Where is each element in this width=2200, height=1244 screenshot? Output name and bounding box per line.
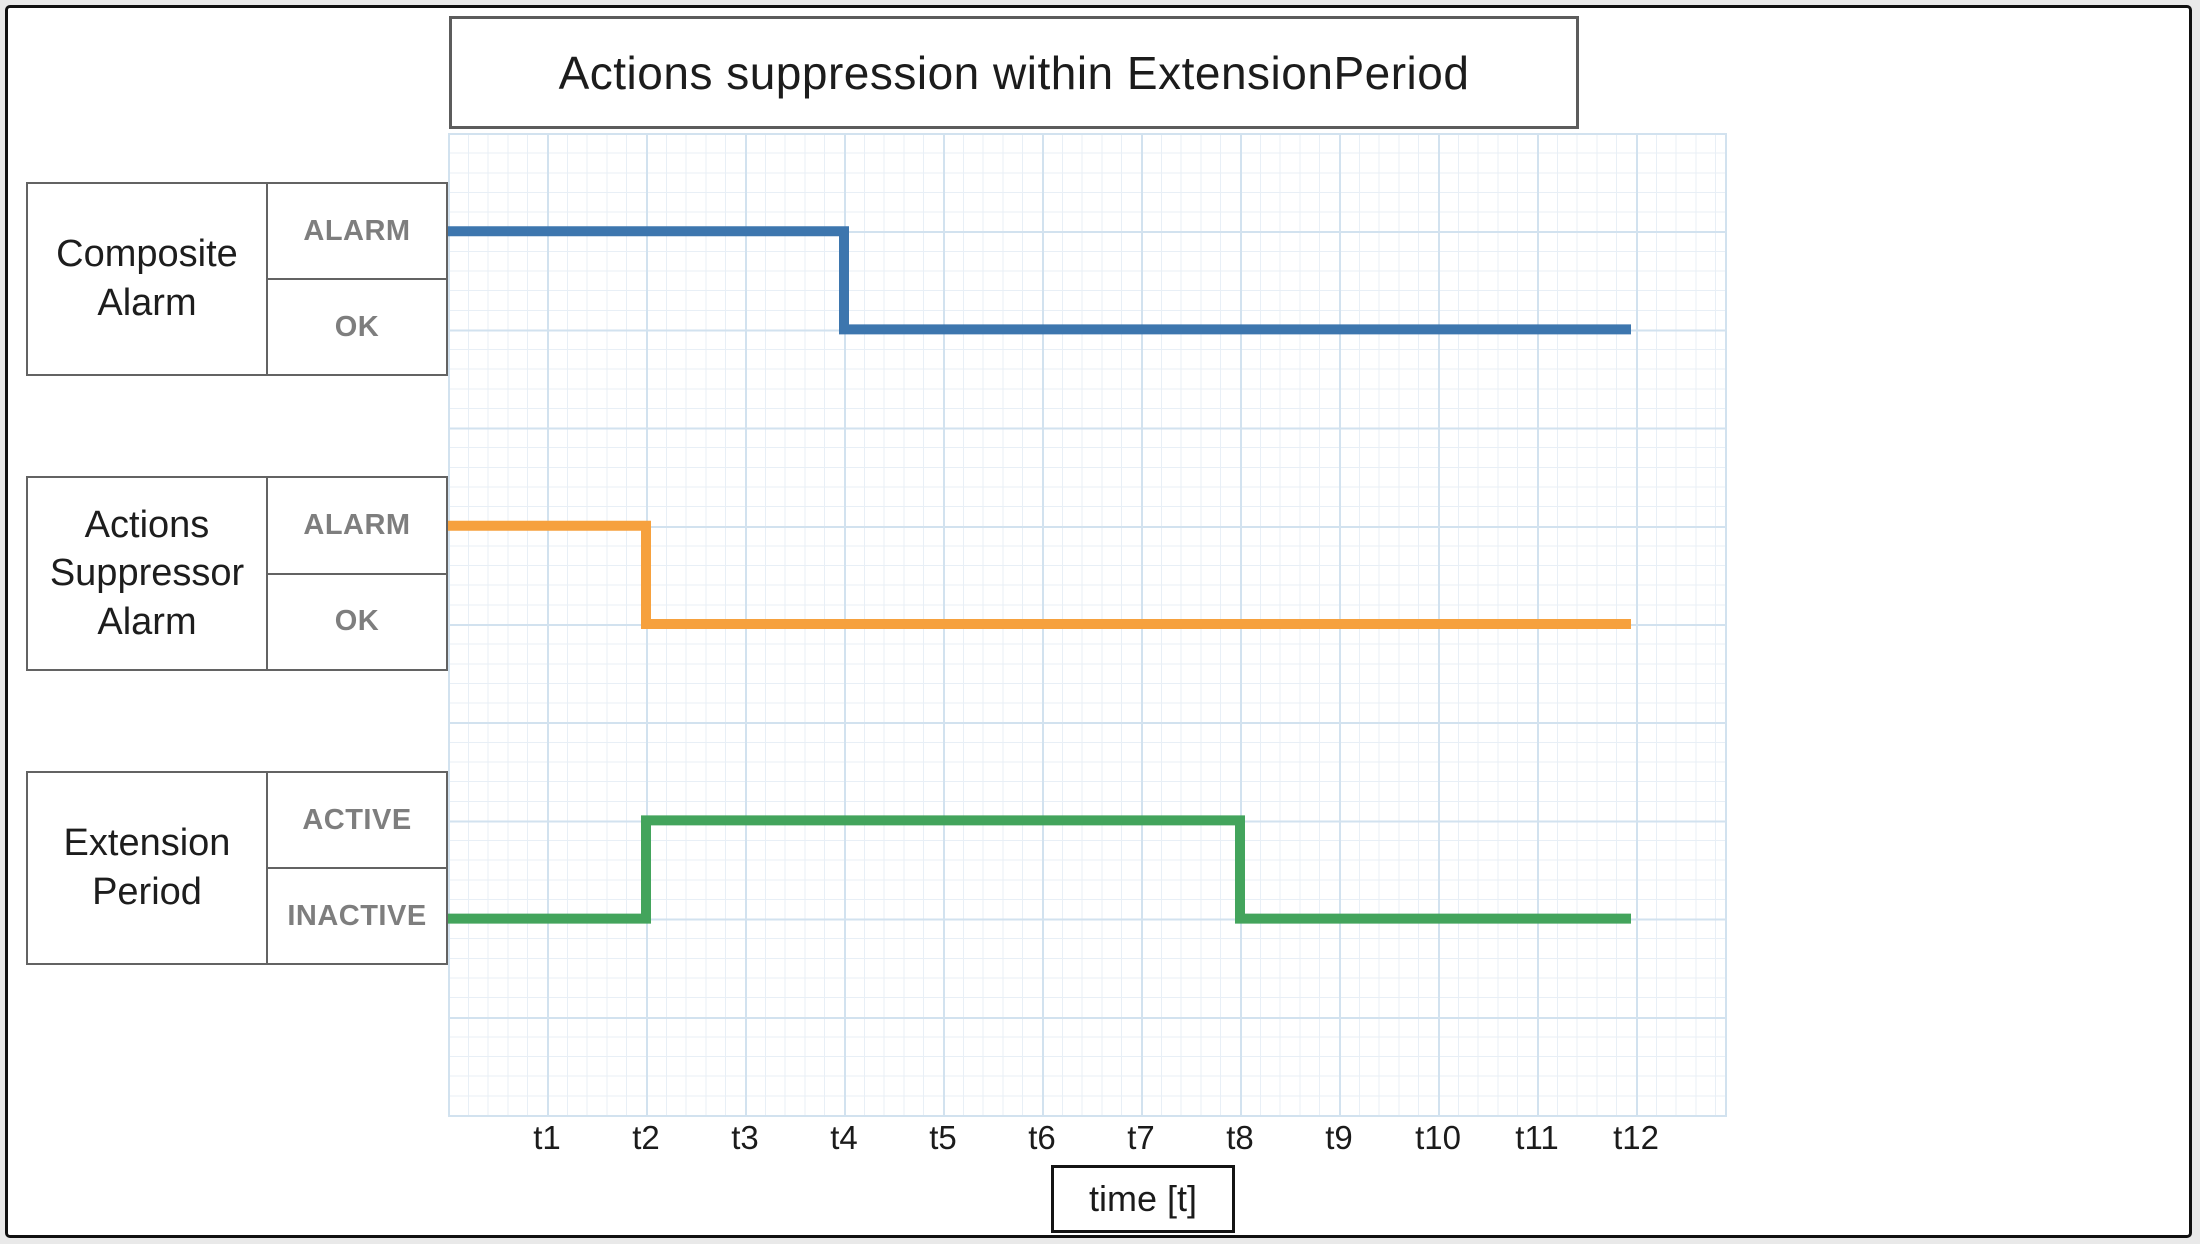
series-name-extension-period: Extension Period: [28, 773, 268, 963]
state-column: ALARM OK: [268, 478, 446, 669]
series-line-composite-alarm: [448, 226, 1631, 335]
plot-area: [448, 133, 1727, 1117]
series-name-composite-alarm: Composite Alarm: [28, 184, 268, 374]
chart-title: Actions suppression within ExtensionPeri…: [558, 46, 1470, 99]
signal-lines-layer: [448, 226, 1631, 924]
state-label-alarm: ALARM: [268, 184, 446, 280]
legend-extension-period: Extension Period ACTIVE INACTIVE: [26, 771, 448, 965]
state-label-alarm: ALARM: [268, 478, 446, 575]
x-tick-t3: t3: [731, 1119, 759, 1156]
state-label-ok: OK: [334, 605, 380, 638]
series-line-extension-period: [448, 815, 1631, 924]
x-tick-t6: t6: [1028, 1119, 1056, 1156]
x-axis-label-box: time [t]: [1051, 1165, 1235, 1233]
x-tick-t4: t4: [830, 1119, 858, 1156]
x-tick-t11: t11: [1515, 1119, 1559, 1156]
x-tick-t5: t5: [929, 1119, 957, 1156]
x-axis-label: time [t]: [1088, 1178, 1198, 1219]
x-tick-t2: t2: [632, 1119, 660, 1156]
series-line-actions-suppressor-alarm: [448, 520, 1631, 629]
x-tick-t7: t7: [1127, 1119, 1155, 1156]
series-name-actions-suppressor-alarm: Actions Suppressor Alarm: [28, 478, 268, 669]
state-label-ok: OK: [334, 310, 380, 343]
x-tick-t9: t9: [1325, 1119, 1353, 1156]
x-tick-t12: t12: [1613, 1119, 1659, 1156]
chart-title-box: Actions suppression within ExtensionPeri…: [449, 16, 1579, 129]
x-tick-t10: t10: [1415, 1119, 1461, 1156]
diagram-canvas: Actions suppression within ExtensionPeri…: [5, 5, 2192, 1238]
state-label-active: ACTIVE: [268, 773, 446, 869]
legend-actions-suppressor-alarm: Actions Suppressor Alarm ALARM OK: [26, 476, 448, 671]
state-column: ACTIVE INACTIVE: [268, 773, 446, 963]
state-label-inactive: INACTIVE: [287, 899, 427, 932]
x-tick-t1: t1: [533, 1119, 561, 1156]
x-tick-t8: t8: [1226, 1119, 1254, 1156]
state-column: ALARM OK: [268, 184, 446, 374]
legend-composite-alarm: Composite Alarm ALARM OK: [26, 182, 448, 376]
